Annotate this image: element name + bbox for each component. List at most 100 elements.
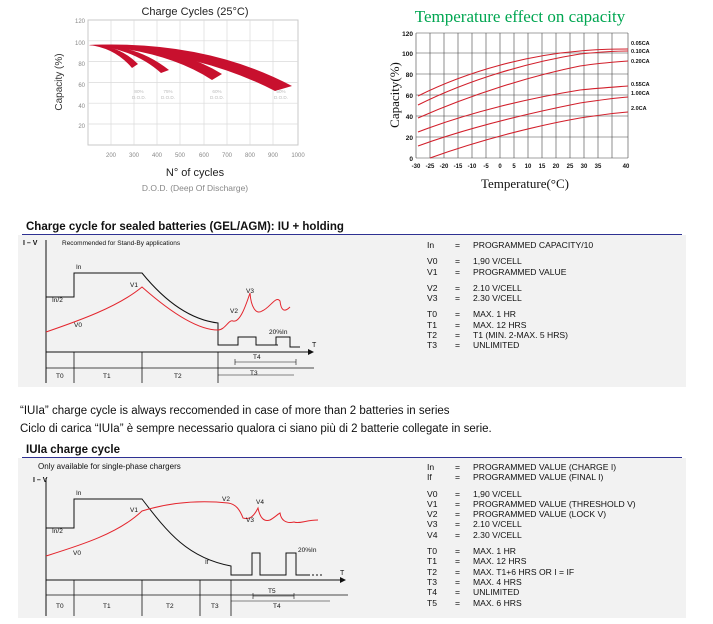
section2-definitions: In = PROGRAMMED VALUE (CHARGE I) If = PROGRA… (427, 462, 636, 608)
chart1-xtick: 500 (175, 153, 186, 159)
chart2-ytick: 100 (402, 51, 413, 58)
chart2-xtick: -5 (483, 164, 489, 170)
series-label: 1.00CA (631, 91, 650, 97)
s2-label-v1: V1 (130, 507, 138, 514)
s1-label-v3: V3 (246, 288, 254, 295)
series-label: 0.20CA (631, 59, 650, 65)
chart2-xtick: 15 (539, 164, 546, 170)
chart2-xtick: -20 (440, 164, 449, 170)
band-label: 50% (276, 89, 285, 94)
chart1-xtick: 300 (129, 153, 140, 159)
s1-t-label: T (312, 342, 317, 349)
chart1-ytick: 20 (78, 124, 85, 130)
section1-title: Charge cycle for sealed batteries (GEL/A… (26, 221, 344, 233)
note-italian: Ciclo di carica “IUIa” è sempre necessar… (20, 423, 492, 435)
s2-axis-label: I – V (33, 477, 48, 484)
chart2-xtick: 0 (498, 164, 502, 170)
s2-phase-t2: T2 (166, 603, 174, 610)
chart2-ylabel: Capacity(%) (387, 62, 402, 128)
chart1-xtick: 200 (106, 153, 117, 159)
band-50 (89, 44, 292, 91)
s2-t-label: T (340, 570, 345, 577)
s1-label-in: In (76, 264, 82, 271)
s1-phase-t1: T1 (103, 373, 111, 380)
chart2-ytick: 80 (406, 72, 414, 79)
curve-2-0ca (429, 111, 629, 159)
chart1-xtick: 900 (268, 153, 279, 159)
band-label: 80% (134, 89, 143, 94)
s2-label-if: If (205, 559, 209, 566)
s2-label-v2: V2 (222, 496, 230, 503)
chart2-xtick: 10 (525, 164, 532, 170)
chart1-xtick: 400 (152, 153, 163, 159)
curve-0-10ca (417, 50, 629, 106)
chart2-xlabel: Temperature(°C) (481, 176, 569, 191)
band-label: D.O.D. (210, 95, 224, 100)
chart2-xtick: 30 (581, 164, 588, 170)
s1-label-v1: V1 (130, 282, 138, 289)
chart2-xtick: -25 (426, 164, 435, 170)
band-label: D.O.D. (161, 95, 175, 100)
s2-phase-t0: T0 (56, 603, 64, 610)
s2-subtitle: Only available for single-phase chargers (38, 462, 181, 471)
chart2-ytick: 0 (409, 156, 413, 163)
chart2-xtick: -30 (412, 164, 421, 170)
s2-label-pct: 20%In (298, 547, 317, 554)
s1-axis-label: I – V (23, 240, 38, 247)
chart1-subxlabel: D.O.D. (Deep Of Discharge) (142, 183, 248, 193)
chart1-xtick: 700 (222, 153, 233, 159)
chart2-xtick: 40 (623, 164, 630, 170)
curve-1-00ca (417, 96, 629, 147)
chart1-ylabel: Capacity (%) (54, 53, 65, 110)
s2-label-v3: V3 (246, 517, 254, 524)
band-75 (89, 44, 169, 73)
chart1-ytick: 40 (78, 104, 85, 110)
s1-current-curve (46, 272, 300, 348)
s2-phase-t4: T4 (273, 603, 281, 610)
series-label: 0.55CA (631, 82, 650, 88)
section1-divider (22, 234, 682, 235)
chart2-ytick: 120 (402, 31, 413, 38)
chart2-title: Temperature effect on capacity (415, 7, 626, 26)
chart2-xtick: -15 (454, 164, 463, 170)
curve-0-55ca (417, 85, 629, 133)
chart2-xtick: 5 (512, 164, 516, 170)
band-label: D.O.D. (132, 95, 146, 100)
chart1-xtick: 1000 (291, 153, 305, 159)
s2-phase-t5: T5 (268, 588, 276, 595)
s1-phase-t2: T2 (174, 373, 182, 380)
s2-label-in: In (76, 490, 82, 497)
s1-voltage-curve (45, 286, 291, 333)
s2-label-v0: V0 (73, 550, 81, 557)
chart1-ytick: 80 (78, 62, 85, 68)
s2-current-curve (46, 498, 323, 576)
s1-label-pct: 20%In (269, 329, 288, 336)
charge-cycles-chart: Charge Cycles (25°C) 120 100 80 60 40 20… (54, 6, 305, 193)
chart1-xlabel: N° of cycles (166, 167, 225, 179)
section1-panel (18, 235, 686, 387)
section1-definitions: In = PROGRAMMED CAPACITY/10 V0 = 1,90 V/CELL… (427, 240, 594, 351)
section2-panel (18, 458, 686, 618)
s1-label-in2: In/2 (52, 297, 63, 304)
chart2-ytick: 40 (406, 114, 414, 121)
band-label: 75% (163, 89, 172, 94)
chart1-ytick: 100 (75, 41, 86, 47)
chart1-title: Charge Cycles (25°C) (141, 6, 248, 18)
chart2-ytick: 20 (406, 135, 414, 142)
note-english: “IUIa” charge cycle is always reccomende… (20, 405, 450, 417)
chart2-xtick: 25 (567, 164, 574, 170)
s2-voltage-curve (45, 501, 319, 557)
curve-0-05ca (417, 48, 629, 97)
chart1-ytick: 120 (75, 19, 86, 25)
s1-label-v0: V0 (74, 322, 82, 329)
s2-phase-t1: T1 (103, 603, 111, 610)
s1-subtitle: Recommended for Stand-By applications (62, 240, 181, 247)
temperature-chart: Temperature effect on capacity 120 100 8… (387, 7, 650, 191)
s1-phase-t4: T4 (253, 354, 261, 361)
s1-label-v2: V2 (230, 308, 238, 315)
chart2-xtick: -10 (468, 164, 477, 170)
band-label: 60% (212, 89, 221, 94)
s2-label-in2: In/2 (52, 528, 63, 535)
section2-divider (22, 457, 682, 458)
